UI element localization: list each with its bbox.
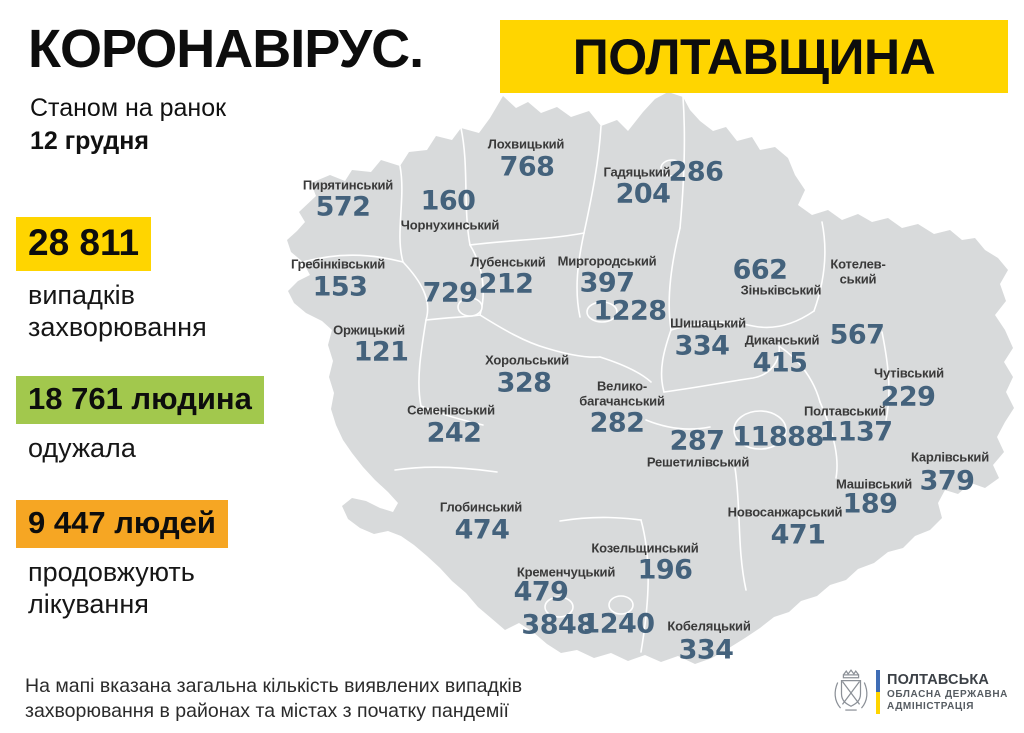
district-name: Решетилівський	[646, 454, 750, 470]
district-case-count: 1228	[593, 295, 667, 327]
district-case-count: 229	[880, 381, 936, 413]
city-enclaves	[457, 159, 787, 618]
district-name: Шишацький	[670, 315, 746, 331]
district-case-count: 662	[732, 254, 788, 286]
district-name: Кременчуцький	[516, 564, 616, 580]
district-case-count: 287	[669, 425, 725, 457]
page-title: КОРОНАВІРУС.	[28, 19, 424, 79]
under-treatment-value: 9 447 людей	[16, 500, 228, 548]
district-case-count: 1240	[581, 608, 655, 640]
stat-recovered: 18 761 людина одужала	[16, 376, 264, 464]
district-case-count: 204	[615, 178, 671, 210]
district-case-count: 121	[353, 336, 409, 368]
district-name: Гребінківський	[290, 256, 386, 272]
district-name: Полтавський	[804, 403, 886, 419]
district-case-count: 189	[842, 488, 898, 520]
district-case-count: 3848	[521, 609, 595, 641]
district-case-count: 768	[499, 151, 555, 183]
district-case-count: 11888	[732, 421, 824, 453]
district-name: Котелев- ський	[830, 256, 886, 286]
logo-line-3: АДМІНІСТРАЦІЯ	[887, 701, 974, 712]
district-name: Козельщинський	[591, 540, 699, 556]
district-name: Чорнухинський	[400, 217, 500, 233]
district-name: Карлівський	[911, 449, 989, 465]
administration-name: ПОЛТАВСЬКА ОБЛАСНА ДЕРЖАВНА АДМІНІСТРАЦІ…	[887, 672, 1008, 712]
district-name: Новосанжарський	[727, 504, 843, 520]
district-case-count: 729	[422, 277, 478, 309]
district-case-count: 415	[752, 347, 808, 379]
logo-line-2: ОБЛАСНА ДЕРЖАВНА	[887, 689, 1009, 700]
district-case-count: 242	[426, 417, 482, 449]
district-name: Семенівський	[407, 402, 495, 418]
administration-logo: ПОЛТАВСЬКА ОБЛАСНА ДЕРЖАВНА АДМІНІСТРАЦІ…	[832, 668, 1008, 716]
district-case-count: 160	[420, 185, 476, 217]
district-name: Кобеляцький	[667, 618, 751, 634]
district-case-count: 567	[829, 319, 885, 351]
as-of-block: Станом на ранок 12 грудня	[30, 93, 226, 156]
region-title-highlight: ПОЛТАВЩИНА	[500, 20, 1008, 93]
stat-total-cases: 28 811 випадків захворювання	[16, 217, 207, 344]
district-case-count: 334	[674, 330, 730, 362]
district-name: Чутівський	[874, 365, 944, 381]
district-name: Диканський	[744, 332, 820, 348]
district-case-count: 328	[496, 367, 552, 399]
district-name: Хорольський	[485, 352, 569, 368]
district-name: Оржицький	[333, 322, 405, 338]
district-name: Пирятинський	[302, 177, 394, 193]
as-of-label: Станом на ранок	[30, 94, 227, 122]
under-treatment-label: продовжують лікування	[28, 557, 195, 620]
map-footnote: На мапі вказана загальна кількість виявл…	[25, 675, 523, 723]
district-borders	[302, 96, 890, 653]
district-case-count: 1137	[819, 416, 893, 448]
flag-divider-bar	[876, 670, 880, 714]
district-case-count: 479	[513, 576, 569, 608]
stat-under-treatment: 9 447 людей продовжують лікування	[16, 500, 228, 621]
district-name: Лубенський	[470, 254, 546, 270]
district-case-count: 196	[637, 554, 693, 586]
district-case-count: 397	[579, 267, 635, 299]
district-case-count: 153	[312, 271, 368, 303]
district-case-count: 474	[454, 514, 510, 546]
total-cases-value: 28 811	[16, 217, 152, 271]
as-of-date: 12 грудня	[30, 126, 149, 155]
district-name: Гадяцький	[603, 164, 671, 180]
district-case-count: 572	[315, 191, 371, 223]
district-name: Глобинський	[439, 499, 523, 515]
district-name: Велико- багачанський	[579, 378, 665, 408]
district-name: Машівський	[835, 476, 913, 492]
district-name: Миргородський	[557, 253, 657, 269]
district-name: Лохвицький	[487, 136, 565, 152]
recovered-value: 18 761 людина	[16, 376, 264, 424]
district-case-count: 471	[770, 519, 826, 551]
district-case-count: 286	[668, 156, 724, 188]
recovered-label: одужала	[28, 433, 136, 463]
logo-line-1: ПОЛТАВСЬКА	[887, 672, 990, 688]
district-case-count: 282	[589, 407, 645, 439]
district-case-count: 379	[919, 465, 975, 497]
coat-of-arms-icon	[834, 669, 868, 711]
district-name: Зіньківський	[740, 282, 822, 298]
district-case-count: 212	[478, 268, 534, 300]
total-cases-label: випадків захворювання	[28, 280, 207, 343]
district-case-count: 334	[678, 634, 734, 666]
